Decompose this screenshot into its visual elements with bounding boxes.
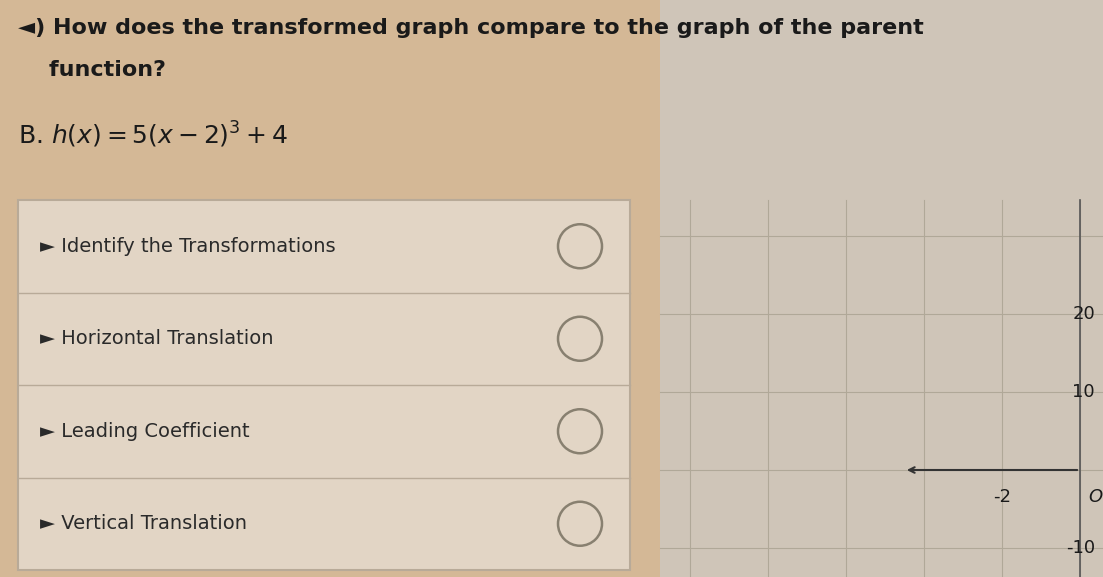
Text: ◄) How does the transformed graph compare to the graph of the parent: ◄) How does the transformed graph compar…: [18, 18, 923, 38]
Text: 10: 10: [1072, 383, 1095, 401]
Text: O: O: [1088, 488, 1102, 506]
Text: ► Horizontal Translation: ► Horizontal Translation: [40, 329, 274, 349]
Text: function?: function?: [18, 60, 165, 80]
FancyBboxPatch shape: [660, 200, 1103, 577]
Text: -2: -2: [993, 488, 1011, 506]
Text: ► Leading Coefficient: ► Leading Coefficient: [40, 422, 249, 441]
Text: ► Vertical Translation: ► Vertical Translation: [40, 514, 247, 533]
Text: B. $h(x) = 5(x-2)^3 + 4$: B. $h(x) = 5(x-2)^3 + 4$: [18, 120, 288, 150]
Text: 20: 20: [1072, 305, 1095, 323]
Text: ► Identify the Transformations: ► Identify the Transformations: [40, 237, 335, 256]
Text: -10: -10: [1065, 539, 1095, 557]
FancyBboxPatch shape: [18, 200, 630, 570]
FancyBboxPatch shape: [660, 0, 1103, 200]
